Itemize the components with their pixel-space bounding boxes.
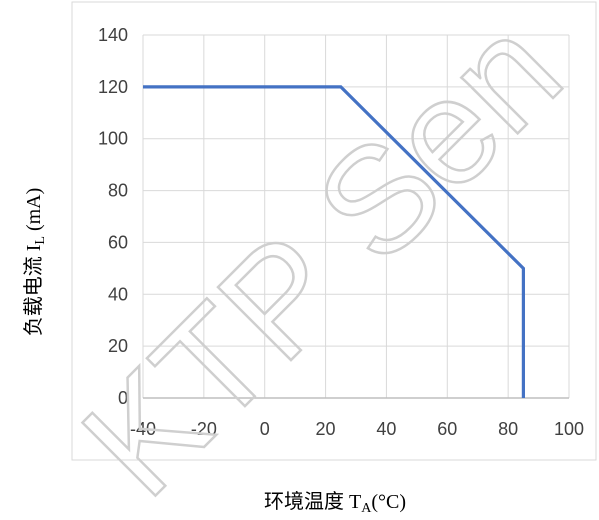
series-group — [142, 85, 525, 399]
y-tick-label: 120 — [98, 77, 128, 97]
y-tick-label: 100 — [98, 129, 128, 149]
x-axis-title: 环境温度 TA(°C) — [264, 490, 406, 516]
y-tick-labels: 0 20 40 60 80 100 120 140 — [98, 25, 128, 408]
y-tick-label: 140 — [98, 25, 128, 45]
x-tick-label: -40 — [130, 419, 156, 439]
x-axis-title-main: 环境温度 T — [264, 490, 361, 513]
y-tick-label: 40 — [108, 284, 128, 304]
x-axis-title-unit: (°C) — [371, 491, 406, 513]
x-tick-label: -20 — [191, 419, 217, 439]
x-tick-label: 80 — [498, 419, 518, 439]
y-tick-label: 60 — [108, 232, 128, 252]
x-tick-labels: -40 -20 0 20 40 60 80 100 — [130, 419, 584, 439]
y-tick-label: 0 — [118, 388, 128, 408]
y-axis-title: 负载电流 IL (mA) — [22, 188, 48, 337]
x-tick-label: 100 — [554, 419, 584, 439]
y-axis-title-unit: (mA) — [23, 188, 45, 236]
y-axis-title-main: 负载电流 I — [22, 245, 45, 337]
x-tick-label: 20 — [316, 419, 336, 439]
x-tick-label: 0 — [260, 419, 270, 439]
series-line — [143, 85, 525, 398]
y-tick-label: 20 — [108, 336, 128, 356]
y-axis-title-subscript: L — [33, 236, 48, 245]
x-tick-label: 40 — [376, 419, 396, 439]
chart-frame — [71, 1, 597, 461]
y-tick-label: 80 — [108, 181, 128, 201]
x-tick-label: 60 — [437, 419, 457, 439]
x-axis-title-subscript: A — [361, 501, 372, 516]
